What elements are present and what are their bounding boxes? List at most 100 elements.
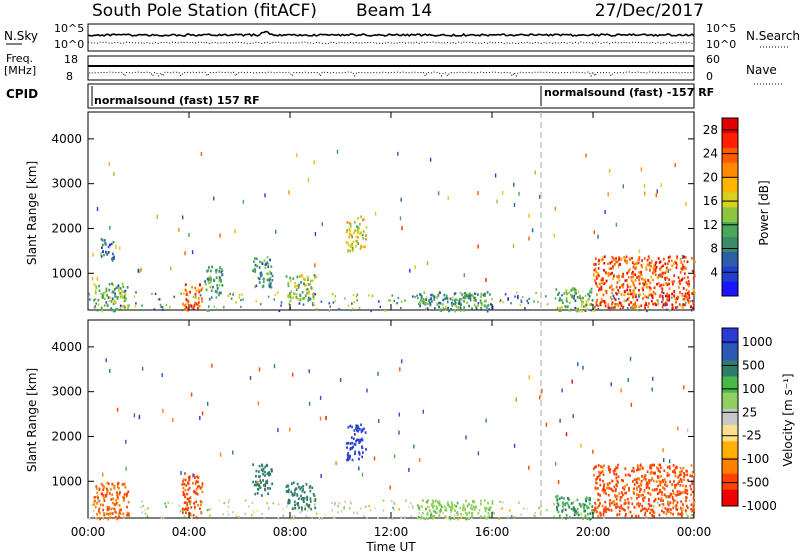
velocity-data [88,356,696,521]
nave-tick-top: 60 [706,53,720,66]
data-cell [290,482,293,485]
date-label: 27/Dec/2017 [595,1,704,21]
data-cell [348,235,350,239]
data-cell [255,300,258,303]
data-cell [651,488,654,492]
data-cell [559,418,561,423]
data-cell [636,478,638,481]
data-cell [356,240,359,243]
data-cell [101,483,104,487]
data-cell [266,472,269,476]
data-cell [205,288,208,292]
data-cell [356,424,359,428]
data-cell [666,295,668,298]
data-cell [692,276,695,280]
data-cell [655,266,658,269]
data-cell [477,451,480,456]
data-cell [298,302,301,305]
data-cell [680,512,683,515]
data-cell [668,296,671,300]
data-cell [111,259,114,262]
data-cell [314,276,316,280]
data-cell [651,514,654,517]
data-cell [602,473,605,477]
data-cell [445,305,447,308]
data-cell [601,277,604,281]
data-cell [598,504,600,508]
data-cell [462,514,465,517]
data-cell [597,274,600,277]
data-cell [393,502,396,505]
y-tick-label: 1000 [51,266,82,280]
data-cell [390,500,393,503]
data-cell [121,304,124,308]
data-cell [691,474,693,478]
data-cell [433,298,436,301]
data-cell [301,291,304,294]
nave-tick-bottom: 0 [706,70,713,83]
data-cell [158,298,161,301]
data-cell [352,437,355,441]
data-cell [650,478,653,482]
data-cell [393,501,395,504]
data-cell [680,473,682,476]
data-cell [468,304,470,308]
data-cell [616,484,618,488]
data-cell [184,472,186,475]
data-cell [116,495,119,499]
data-cell [184,507,187,510]
data-cell [184,495,186,499]
data-cell [102,488,105,491]
data-cell [605,508,608,511]
data-cell [393,508,395,511]
data-cell [584,309,587,312]
data-cell [424,517,427,521]
data-cell [293,507,295,510]
data-cell [346,221,349,224]
data-cell [613,262,616,266]
data-cell [627,292,629,296]
data-cell [588,294,591,298]
data-cell [642,499,645,503]
data-cell [612,470,615,473]
data-cell [661,493,663,496]
data-cell [593,268,596,272]
data-cell [299,293,301,297]
data-cell [361,472,364,477]
data-cell [576,296,579,299]
data-cell [652,471,655,475]
data-cell [444,515,447,518]
data-cell [685,295,687,298]
nsearch-tick-top: 10^5 [706,22,736,35]
data-cell [339,378,342,382]
data-cell [101,246,103,250]
data-cell [347,458,350,462]
data-cell [676,305,679,309]
data-cell [607,303,610,306]
data-cell [264,483,266,487]
data-cell [686,292,689,295]
data-cell [219,267,222,270]
data-cell [668,495,671,499]
data-cell [629,510,632,514]
freq-tick-top: 18 [64,53,78,66]
data-cell [451,299,454,302]
data-cell [423,291,426,294]
data-cell [98,487,101,491]
data-cell [664,483,666,486]
data-cell [207,508,210,511]
data-cell [298,506,300,509]
data-cell [668,473,670,477]
data-cell [186,501,189,505]
data-cell [668,287,671,290]
data-cell [471,512,474,515]
data-cell [463,273,465,278]
data-cell [607,192,609,197]
data-cell [293,500,296,504]
data-cell [561,306,564,309]
data-cell [302,499,305,503]
data-cell [597,259,600,262]
data-cell [668,298,671,302]
data-cell [480,303,483,307]
data-cell [683,472,685,475]
